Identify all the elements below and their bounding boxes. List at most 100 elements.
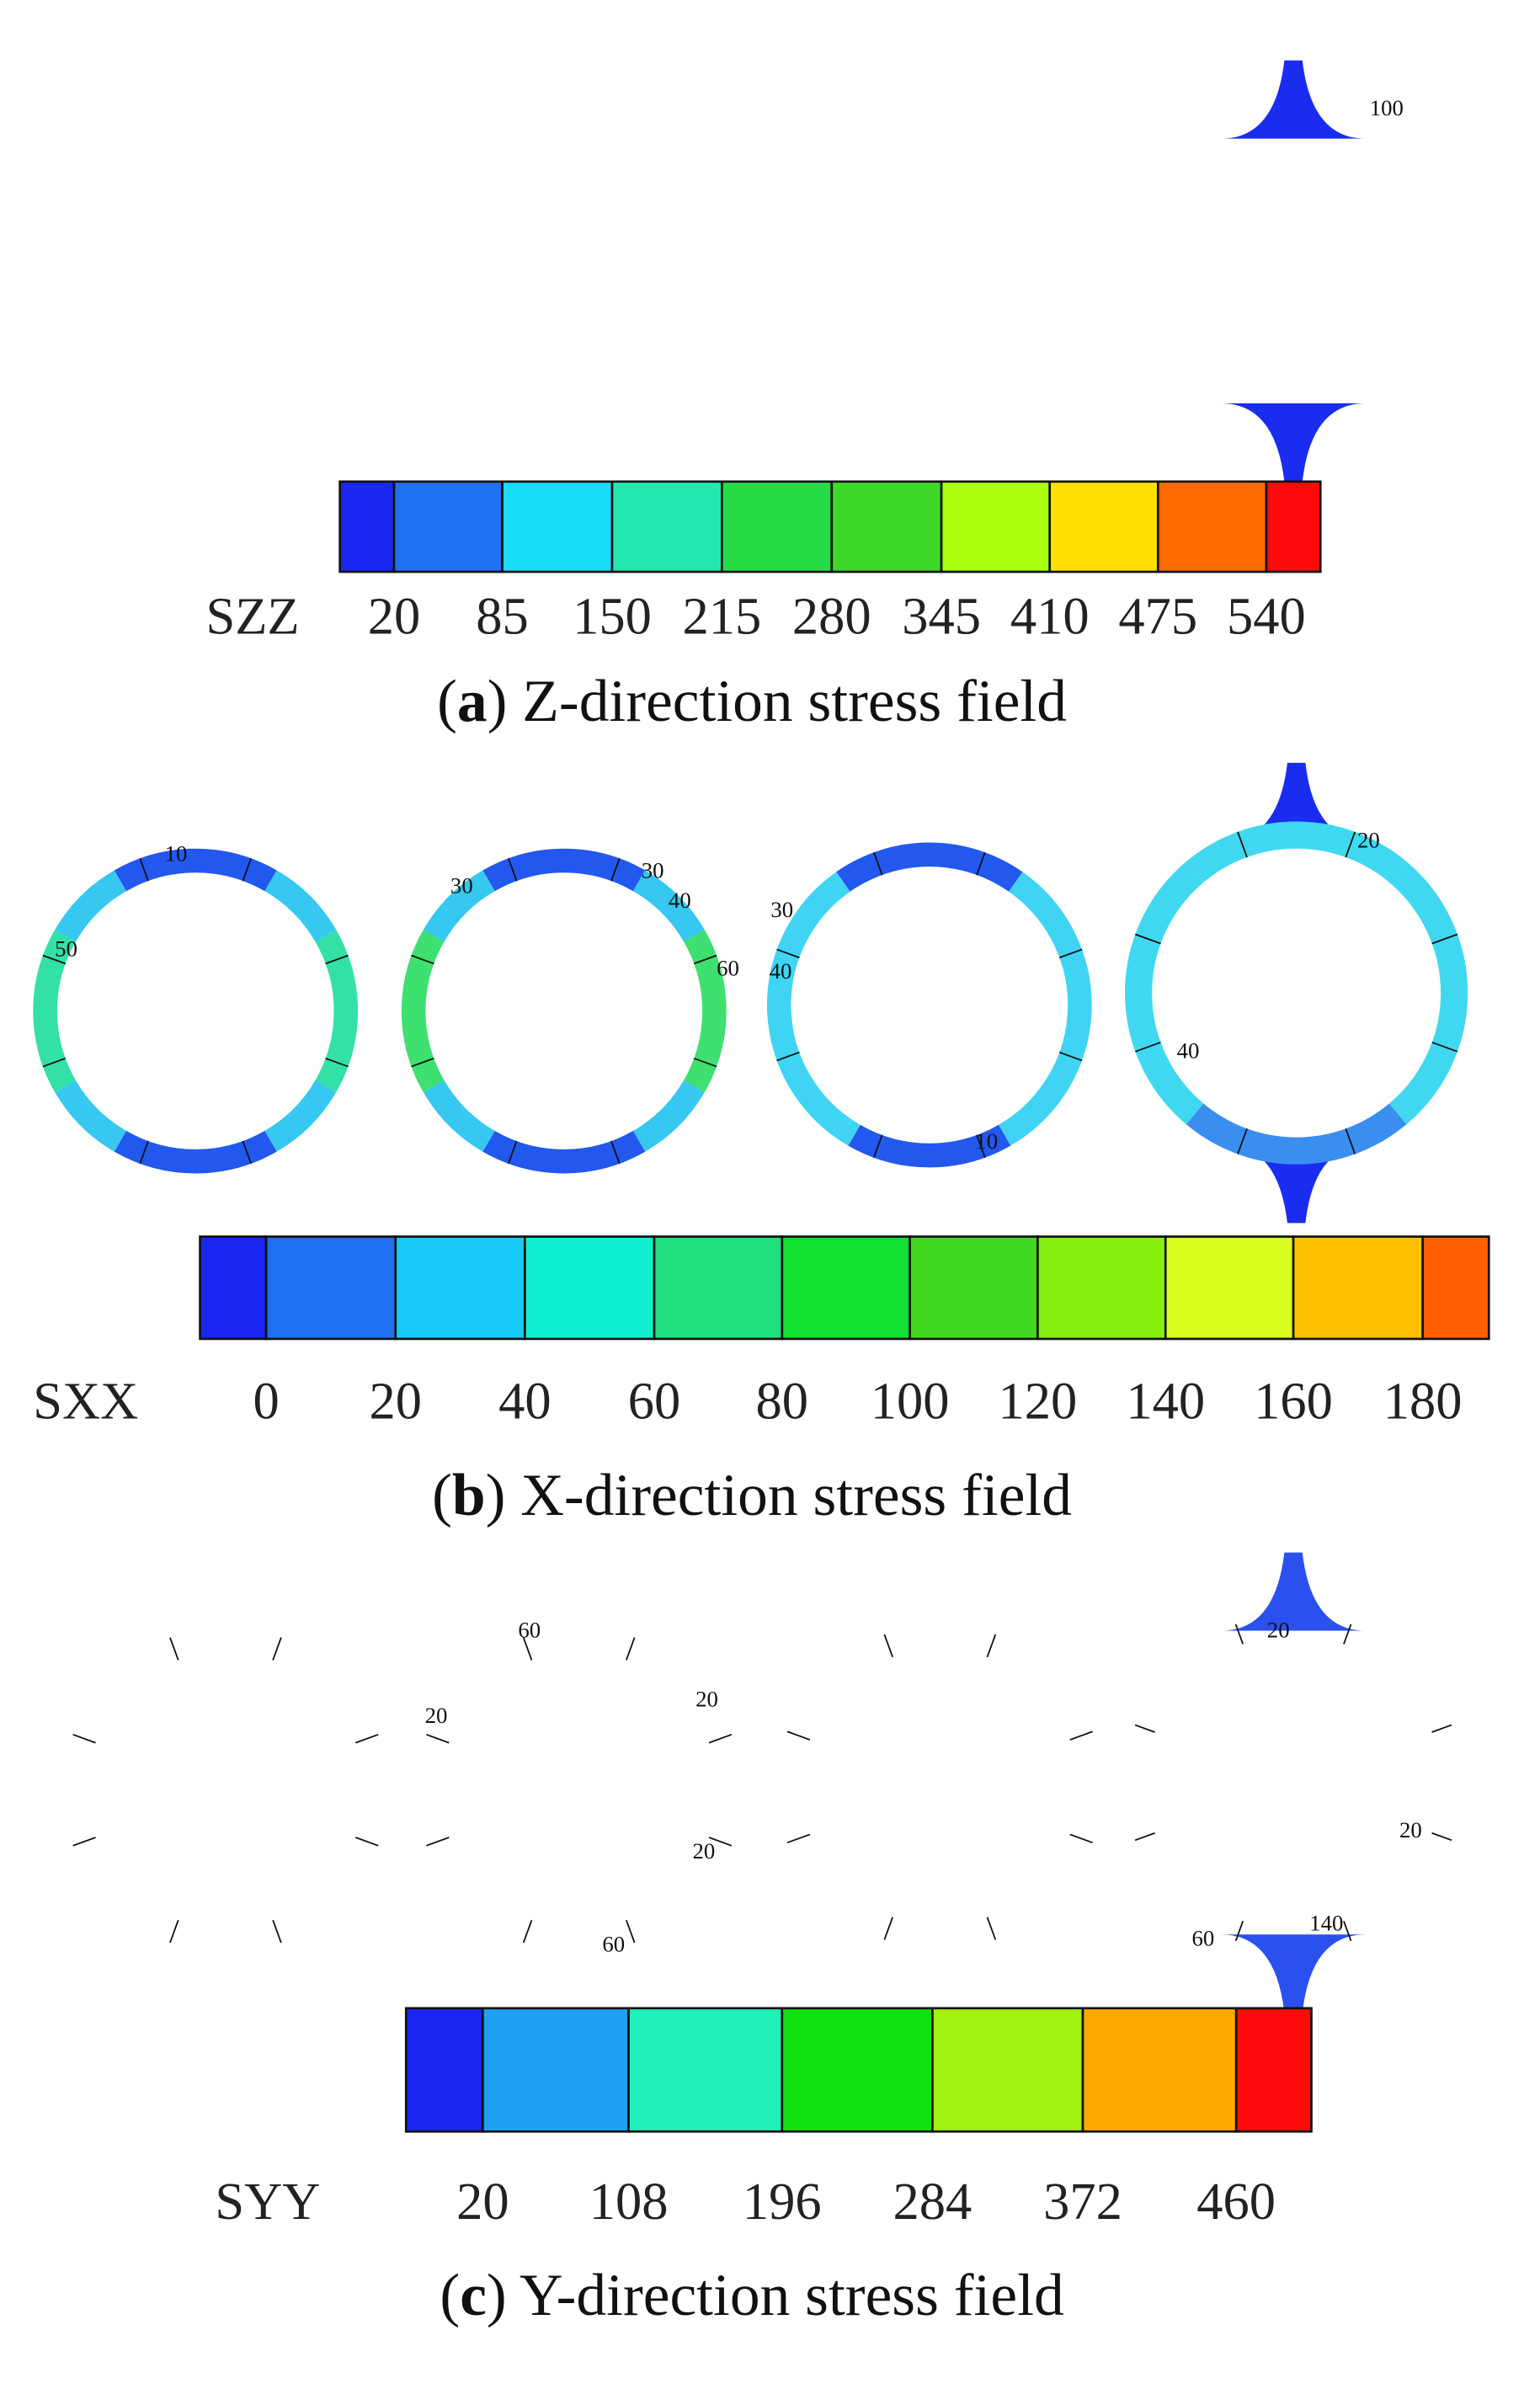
contour-line [325,954,349,965]
legend-swatch [199,1235,268,1341]
legend-swatch [721,480,834,573]
contour-line [411,954,434,965]
legend-swatch [524,1235,656,1341]
contour-label: 30 [450,872,473,898]
contour-label: 20 [695,1687,718,1712]
contour-line [42,1057,67,1068]
contour-line [986,1634,997,1658]
caption-part: ( [440,2262,460,2328]
legend-tick-label: 345 [902,586,981,645]
contour-line [411,1057,434,1068]
ring-segment [315,930,359,1093]
contour-line [1431,933,1458,945]
bulge [1223,1144,1369,1224]
legend-swatch [1421,1235,1490,1341]
legend-swatch [1234,2007,1313,2133]
contour-label: 10 [975,1128,998,1154]
legend-swatch [394,1235,526,1341]
contour-line [1134,1832,1155,1842]
legend-tick-label: 215 [682,586,761,645]
legend-tick-label: 120 [999,1372,1078,1431]
legend-tick-label: 475 [1118,586,1197,645]
contour-label: 20 [1267,1617,1290,1642]
legend-swatch [781,2007,934,2133]
contour-line [708,1837,733,1847]
bulge [1221,1552,1366,1631]
contour-line [1234,1624,1244,1645]
contour-line [355,1733,379,1744]
legend-swatch [482,2007,630,2133]
caption-part: ( [432,1462,452,1528]
contour-line [786,1730,811,1741]
contour-line [976,851,986,876]
ring-segment [1125,861,1204,1125]
contour-line [1343,1624,1352,1645]
legend-tick-label: 140 [1126,1372,1205,1431]
contour-line [1069,1833,1093,1844]
legend-title: SYY [215,2172,320,2231]
contour-line [426,1733,450,1744]
contour-line [1234,1921,1244,1942]
contour-label: 30 [642,857,664,883]
legend-swatch [1265,480,1322,573]
legend-tick-label: 180 [1383,1372,1463,1431]
ring-segment [423,1080,495,1152]
contour-line [242,858,253,882]
contour-line [873,1134,883,1159]
contour-line [1237,831,1248,858]
ring-segment [401,930,445,1093]
legend-swatch [404,2007,484,2133]
contour-line [610,858,621,882]
contour-line [522,1919,533,1944]
legend-swatch [610,480,723,573]
contour-label: 100 [1370,95,1404,120]
contour-label: 60 [1192,1926,1215,1951]
caption-part: ) Z-direction stress field [488,668,1067,734]
contour-line [1431,1832,1452,1842]
contour-line [72,1733,96,1744]
contour-line [1058,948,1083,959]
contour-line [507,1140,518,1165]
contour-label: 20 [693,1838,716,1864]
contour-line [355,1837,379,1847]
ring-segment [1186,1103,1407,1165]
contour-line [708,1733,733,1744]
caption-part: ) X-direction stress field [486,1462,1072,1528]
ring-segment [114,848,277,892]
ring-segment [766,872,861,1146]
legend-tick-label: 280 [792,586,871,645]
contour-line [873,851,883,876]
ring-segment [55,1080,127,1152]
bulge [1221,403,1366,482]
legend-tick-label: 20 [368,586,421,645]
ring-segment [998,872,1092,1146]
legend-tick-label: 108 [589,2172,669,2231]
legend-tick-label: 20 [456,2172,509,2231]
legend-swatch [338,480,396,573]
caption-part: ( [437,668,457,734]
contour-line [776,1051,800,1062]
contour-label: 40 [770,958,792,984]
caption-part: b [452,1462,486,1528]
ring-segment [264,870,337,942]
contour-line [72,1837,96,1847]
contour-line [786,1833,811,1844]
ring-segment [33,930,77,1093]
legend-swatch [909,1235,1039,1341]
contour-line [1431,1041,1458,1053]
legend-tick-label: 196 [743,2172,822,2231]
legend-tick-label: 540 [1227,586,1306,645]
legend-tick-label: 40 [498,1372,551,1431]
legend-swatch [392,480,504,573]
contour-label: 50 [55,936,77,961]
legend-swatch [1048,480,1159,573]
contour-line [883,1917,893,1940]
contour-line [1135,933,1161,945]
caption: (b) X-direction stress field [432,1462,1072,1528]
contour-line [626,1919,636,1944]
caption: (a) Z-direction stress field [437,668,1067,734]
contour-line [1343,1921,1352,1942]
contour-line [169,1919,179,1944]
